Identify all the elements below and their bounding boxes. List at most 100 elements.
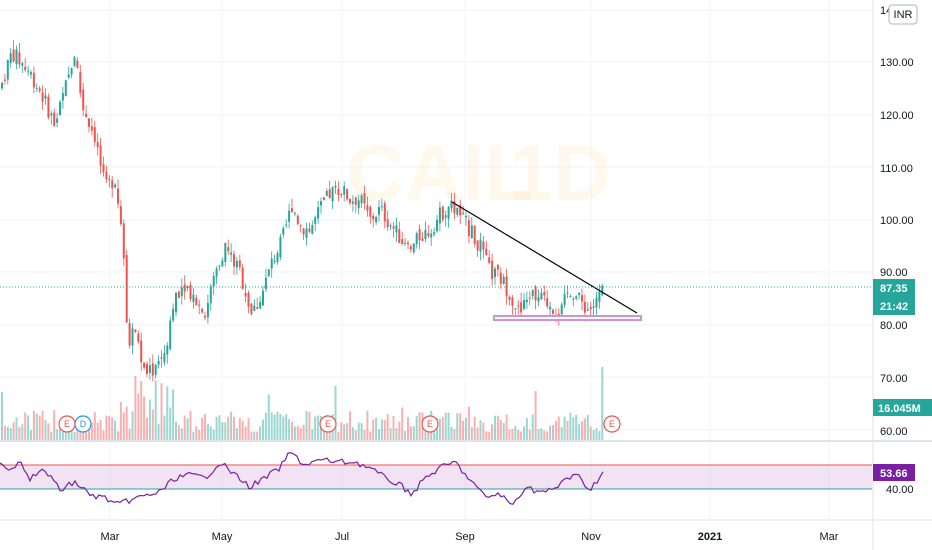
volume-bar <box>560 427 563 440</box>
time-axis[interactable]: Mar May Jul Sep Nov 2021 Mar <box>101 531 839 543</box>
rsi-value-tag-box <box>873 464 915 481</box>
candle-body <box>259 302 262 309</box>
descending-trendline[interactable] <box>451 201 638 314</box>
currency-badge-label: INR <box>894 9 913 21</box>
volume-bar <box>1 391 3 440</box>
candle-body <box>392 226 395 229</box>
y-tick-label: 120.00 <box>880 110 914 122</box>
volume-bar <box>293 426 296 440</box>
candle-body <box>386 219 389 227</box>
volume-tag: 16.045M <box>873 399 932 416</box>
candle-body <box>531 290 534 296</box>
volume-bar <box>473 416 476 440</box>
volume-bar <box>482 422 485 440</box>
candle-body <box>102 164 105 173</box>
volume-bar <box>235 428 238 440</box>
currency-badge[interactable]: INR <box>888 4 918 25</box>
candle-body <box>70 68 73 75</box>
volume-bar <box>44 419 47 440</box>
rsi-line <box>0 452 604 505</box>
candlestick-series[interactable] <box>1 40 604 382</box>
earnings-marker[interactable] <box>421 415 439 433</box>
volume-bar <box>259 426 262 440</box>
volume-bar <box>438 418 441 440</box>
candle-body <box>206 303 209 318</box>
volume-bar <box>546 431 549 440</box>
candle-body <box>192 294 195 302</box>
volume-bar <box>467 406 470 440</box>
dividend-marker[interactable] <box>74 415 92 433</box>
volume-bar <box>157 423 160 440</box>
volume-bar <box>6 426 9 440</box>
volume-bar <box>262 419 264 440</box>
support-zone[interactable] <box>493 315 642 321</box>
volume-bar <box>328 427 331 440</box>
volume-bar <box>56 429 59 440</box>
earnings-marker-label: E <box>64 419 70 429</box>
candle-body <box>143 362 146 368</box>
volume-bar <box>389 428 392 440</box>
volume-bar <box>212 429 215 440</box>
candle-body <box>276 253 279 262</box>
rsi-pane[interactable] <box>0 452 872 505</box>
candle-body <box>552 309 554 314</box>
candle-body <box>148 365 151 373</box>
candle-body <box>485 248 488 256</box>
candle-body <box>160 357 163 359</box>
candle-body <box>93 127 96 142</box>
volume-bar <box>163 415 166 440</box>
volume-bar <box>398 421 401 440</box>
volume-bar <box>105 415 108 440</box>
candle-body <box>447 206 450 219</box>
candle-body <box>56 118 59 123</box>
candle-body <box>279 236 282 258</box>
earnings-marker[interactable] <box>603 415 621 433</box>
volume-bar <box>96 422 99 440</box>
y-tick-label: 70.00 <box>880 373 908 385</box>
volume-bar <box>201 418 204 440</box>
volume-bar <box>433 428 436 440</box>
candle-body <box>456 207 459 215</box>
volume-bar <box>566 420 569 440</box>
volume-bar <box>575 414 578 440</box>
volume-bar <box>111 417 114 440</box>
volume-bar <box>189 411 192 440</box>
volume-bar <box>82 426 85 440</box>
candle-body <box>134 329 137 332</box>
candle-body <box>369 207 372 217</box>
volume-bar <box>441 416 444 440</box>
candle-body <box>540 292 543 300</box>
volume-bar <box>282 416 285 440</box>
volume-bar <box>479 420 482 440</box>
event-markers[interactable]: E D E E E <box>58 415 621 433</box>
rsi-band <box>0 465 872 489</box>
volume-bar <box>511 428 514 440</box>
volume-bar <box>88 422 90 440</box>
candle-body <box>256 307 259 309</box>
volume-bar <box>465 417 467 440</box>
volume-bar <box>488 431 491 440</box>
volume-bar <box>296 425 299 440</box>
volume-bar <box>380 419 383 440</box>
candle-body <box>488 257 491 263</box>
candle-body <box>322 197 325 200</box>
volume-bar <box>491 424 494 440</box>
candle-body <box>311 225 314 234</box>
volume-bar <box>18 426 21 440</box>
volume-bar <box>528 429 531 440</box>
volume-bar <box>224 422 227 440</box>
volume-bar <box>172 389 175 440</box>
candle-body <box>125 255 128 323</box>
candle-body <box>189 284 192 299</box>
candle-body <box>360 195 363 204</box>
earnings-marker[interactable] <box>319 415 337 433</box>
candle-body <box>473 225 476 244</box>
volume-bar <box>302 424 305 440</box>
volume-bar <box>291 421 293 440</box>
rsi-value-label: 53.66 <box>880 468 908 480</box>
candle-body <box>508 296 511 300</box>
price-axis[interactable]: 140.00 130.00 120.00 110.00 100.00 90.00… <box>880 5 914 496</box>
volume-bar <box>572 417 575 440</box>
last-price-label: 87.35 <box>880 283 908 295</box>
